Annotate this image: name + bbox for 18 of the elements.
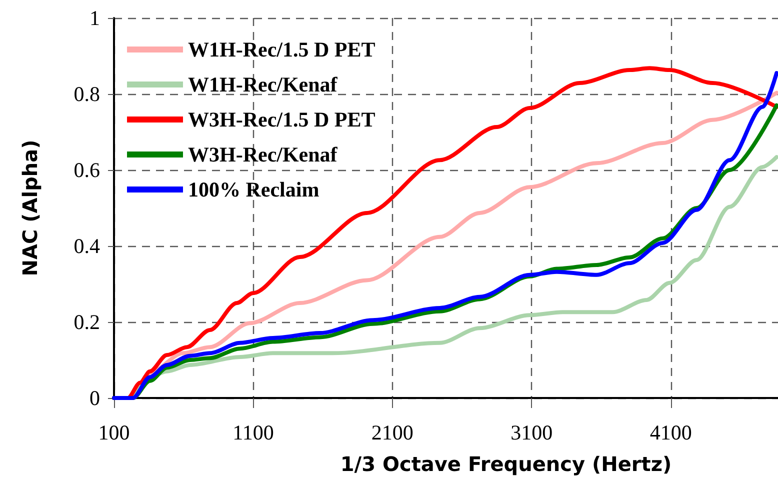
x-tick-label: 2100 <box>371 420 414 444</box>
legend-label: W1H-Rec/Kenaf <box>188 72 338 96</box>
y-tick-label: 0.4 <box>74 234 100 258</box>
y-tick-label: 0.2 <box>74 310 100 334</box>
y-axis-title: NAC (Alpha) <box>18 140 42 276</box>
y-tick-label: 0.6 <box>74 158 100 182</box>
x-tick-label: 1100 <box>232 420 274 444</box>
x-tick-label: 4100 <box>650 420 692 444</box>
y-tick-label: 0 <box>90 386 100 410</box>
x-tick-label: 100 <box>98 420 130 444</box>
y-tick-label: 1 <box>90 6 100 30</box>
x-axis-title: 1/3 Octave Frequency (Hertz) <box>340 452 672 476</box>
legend-label: W3H-Rec/1.5 D PET <box>188 108 376 132</box>
legend-label: W1H-Rec/1.5 D PET <box>188 38 376 62</box>
y-tick-label: 0.8 <box>74 82 100 106</box>
x-tick-label: 3100 <box>510 420 553 444</box>
legend-label: W3H-Rec/Kenaf <box>188 142 338 166</box>
legend-label: 100% Reclaim <box>188 178 320 202</box>
